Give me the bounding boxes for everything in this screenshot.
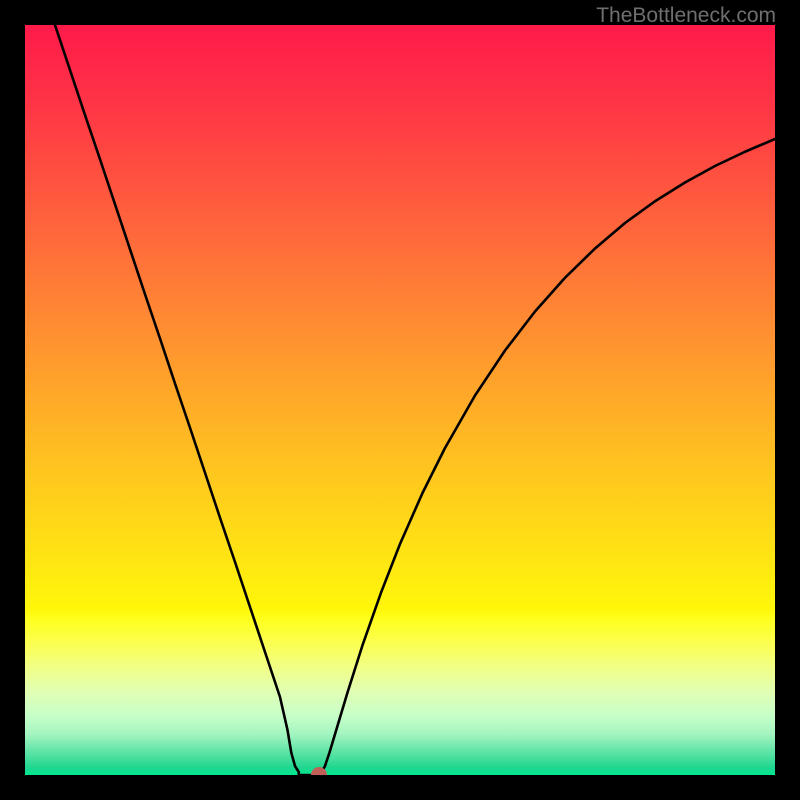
chart-svg [25,25,775,775]
chart-background [25,25,775,775]
bottleneck-chart [25,25,775,775]
